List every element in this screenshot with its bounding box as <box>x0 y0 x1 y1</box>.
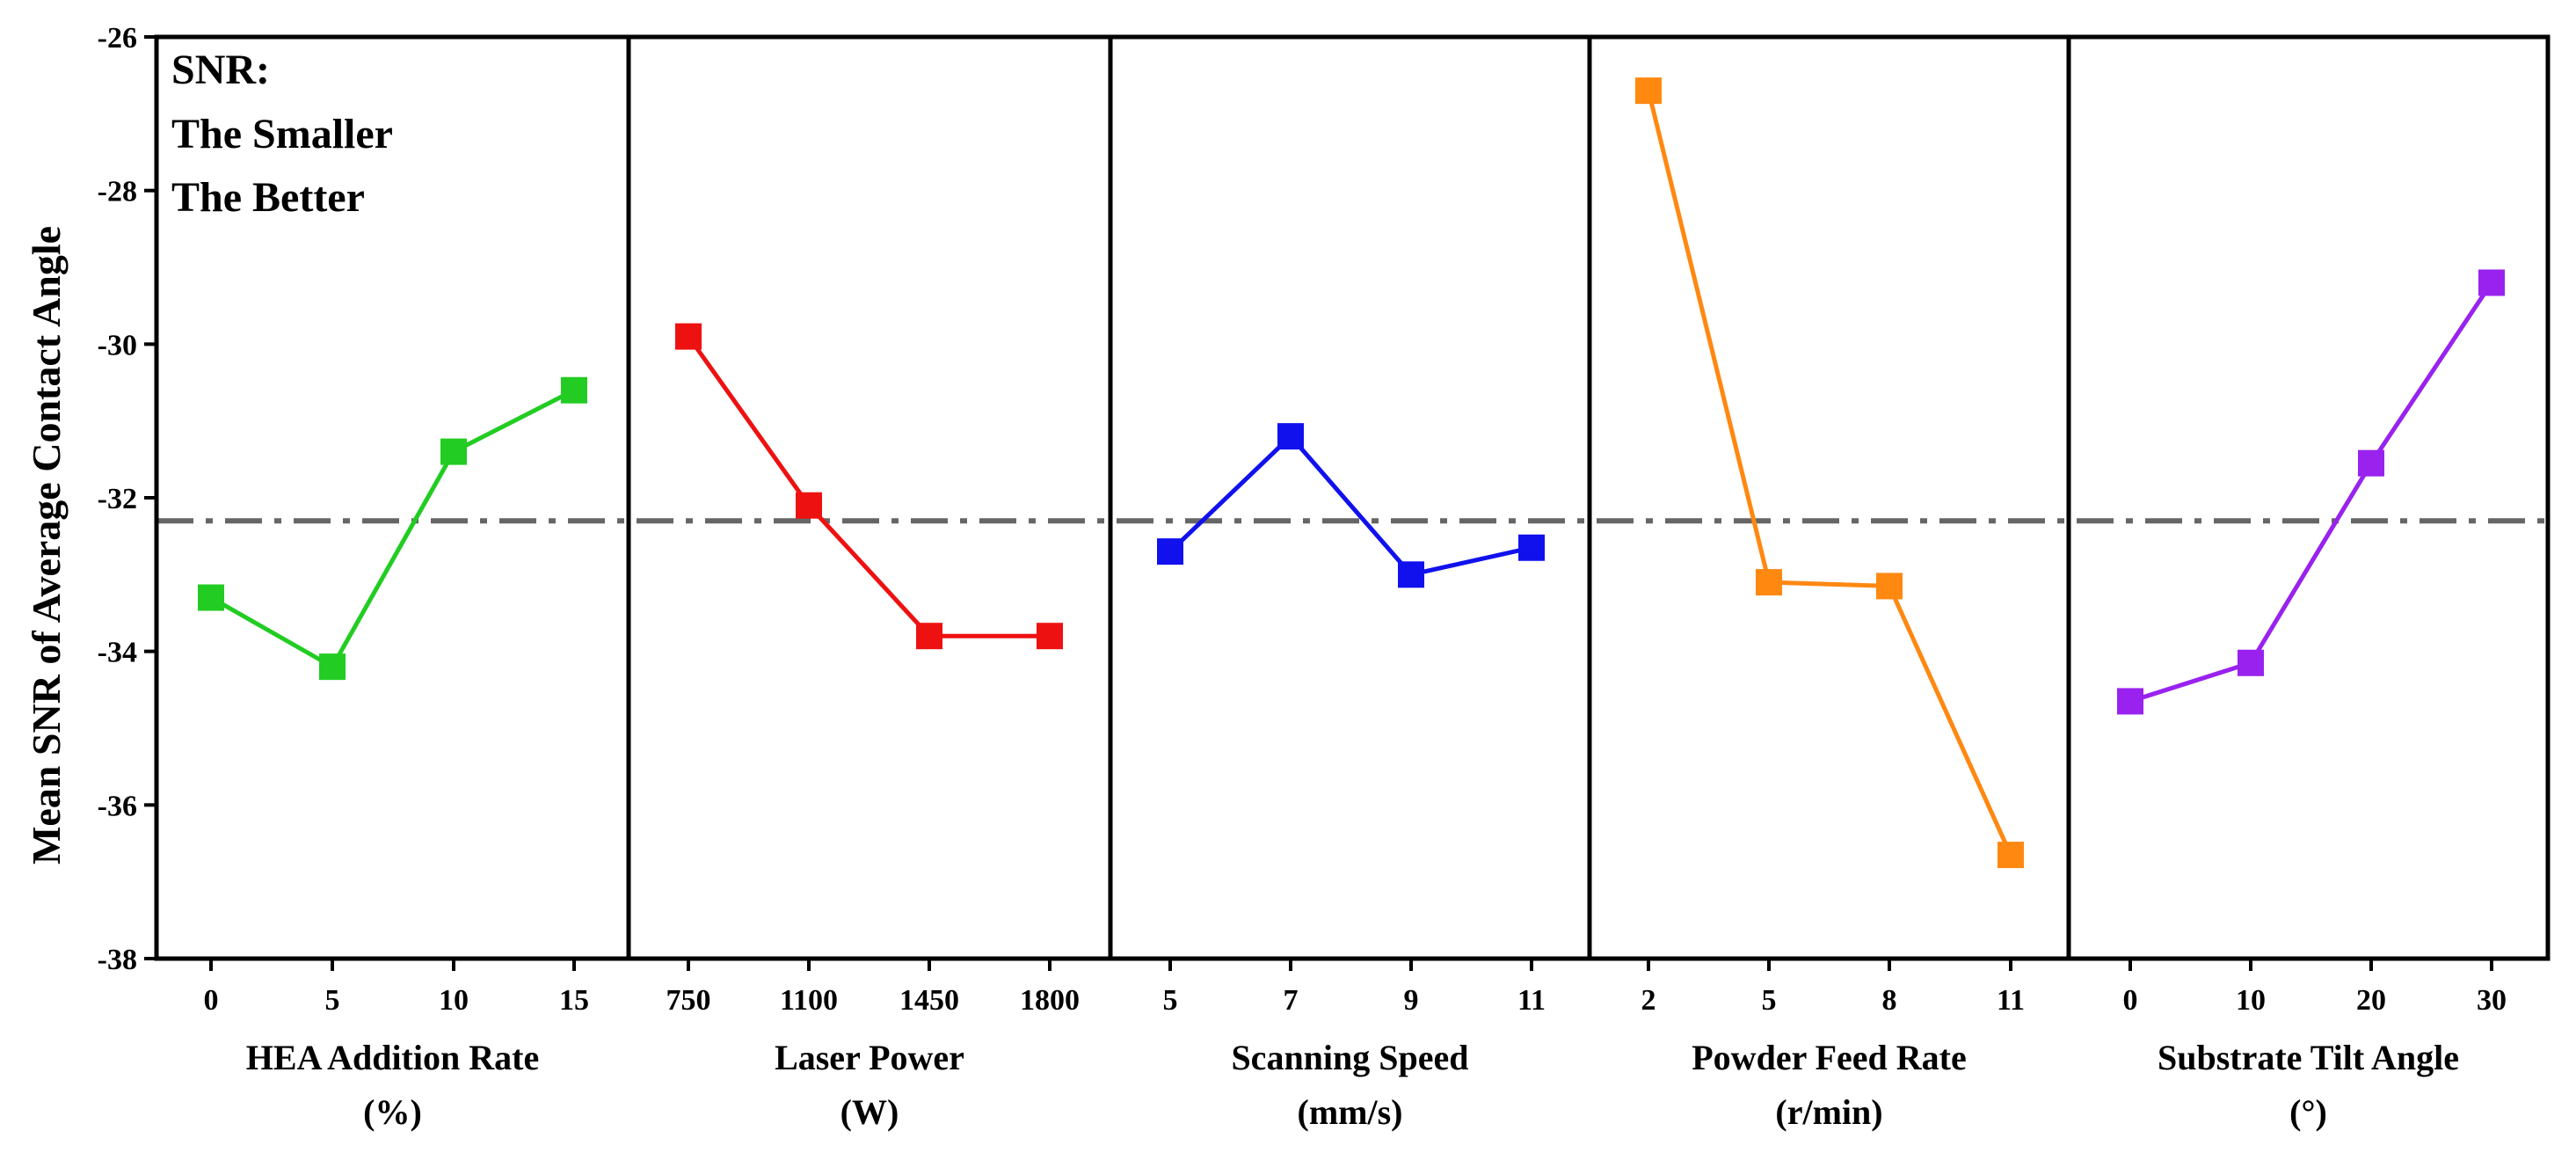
data-point-hea <box>319 653 346 681</box>
x-tick-label: 0 <box>204 984 219 1017</box>
x-tick-label: 1100 <box>780 984 838 1017</box>
data-point-scanning <box>1518 534 1545 561</box>
y-tick-label: -26 <box>98 22 137 55</box>
data-point-laser <box>916 623 942 650</box>
x-tick-label: 7 <box>1284 984 1299 1017</box>
data-point-scanning <box>1157 538 1183 565</box>
panel-xlabel-unit-tilt: (°) <box>2289 1092 2327 1132</box>
x-tick-label: 0 <box>2123 984 2138 1017</box>
x-tick-label: 5 <box>325 984 340 1017</box>
data-point-powder <box>1756 569 1782 596</box>
x-tick-label: 5 <box>1762 984 1777 1017</box>
annotation-line-3: The Better <box>171 174 365 221</box>
y-tick-label: -34 <box>98 637 137 669</box>
panel-xlabel-tilt: Substrate Tilt Angle <box>2158 1038 2459 1077</box>
series-line-scanning <box>1168 433 1532 578</box>
panel-xlabel-laser: Laser Power <box>775 1038 964 1077</box>
panel-xlabel-unit-scanning: (mm/s) <box>1298 1092 1403 1132</box>
x-tick-label: 11 <box>1997 984 2025 1017</box>
data-point-tilt <box>2478 269 2505 296</box>
data-point-tilt <box>2238 649 2264 676</box>
panel-xlabel-hea: HEA Addition Rate <box>246 1038 539 1077</box>
x-tick-label: 1800 <box>1020 984 1080 1017</box>
y-axis-label: Mean SNR of Average Contact Angle <box>24 226 69 865</box>
data-point-hea <box>198 584 224 611</box>
data-point-tilt <box>2117 688 2143 715</box>
data-point-laser <box>675 323 702 350</box>
x-tick-label: 9 <box>1404 984 1419 1017</box>
annotation-line-1: SNR: <box>171 47 270 93</box>
data-point-laser <box>796 492 822 519</box>
series-line-laser <box>686 335 1050 638</box>
data-point-scanning <box>1277 423 1304 450</box>
y-tick-label: -32 <box>98 483 137 515</box>
panel-xlabel-scanning: Scanning Speed <box>1231 1038 1468 1077</box>
x-tick-label: 1450 <box>899 984 959 1017</box>
y-tick-label: -30 <box>98 329 137 361</box>
x-tick-label: 10 <box>439 984 469 1017</box>
x-tick-label: 5 <box>1163 984 1178 1017</box>
x-tick-label: 30 <box>2477 984 2507 1017</box>
x-tick-label: 750 <box>666 984 711 1017</box>
annotation-line-2: The Smaller <box>171 111 393 157</box>
data-point-tilt <box>2358 449 2384 477</box>
data-point-scanning <box>1398 561 1424 588</box>
data-point-hea <box>440 438 467 465</box>
data-point-laser <box>1037 623 1063 650</box>
panel-xlabel-powder: Powder Feed Rate <box>1692 1038 1967 1077</box>
x-tick-label: 11 <box>1517 984 1546 1017</box>
panel-xlabel-unit-powder: (r/min) <box>1775 1092 1882 1132</box>
x-tick-label: 20 <box>2356 984 2386 1017</box>
data-point-powder <box>1635 77 1662 105</box>
series-line-hea <box>209 388 576 670</box>
data-point-powder <box>1997 842 2024 869</box>
y-tick-label: -36 <box>98 790 137 822</box>
y-tick-label: -28 <box>98 176 137 208</box>
panel-xlabel-unit-laser: (W) <box>840 1092 899 1132</box>
x-tick-label: 15 <box>559 984 589 1017</box>
data-point-hea <box>561 376 587 404</box>
data-point-powder <box>1876 573 1903 600</box>
plot-frame <box>154 34 2551 961</box>
x-tick-label: 10 <box>2236 984 2266 1017</box>
series-line-tilt <box>2129 281 2494 704</box>
x-tick-label: 8 <box>1882 984 1897 1017</box>
panel-xlabel-unit-hea: (%) <box>363 1092 422 1132</box>
y-tick-label: -38 <box>98 944 137 976</box>
series-line-powder <box>1646 90 2013 857</box>
x-tick-label: 2 <box>1641 984 1656 1017</box>
